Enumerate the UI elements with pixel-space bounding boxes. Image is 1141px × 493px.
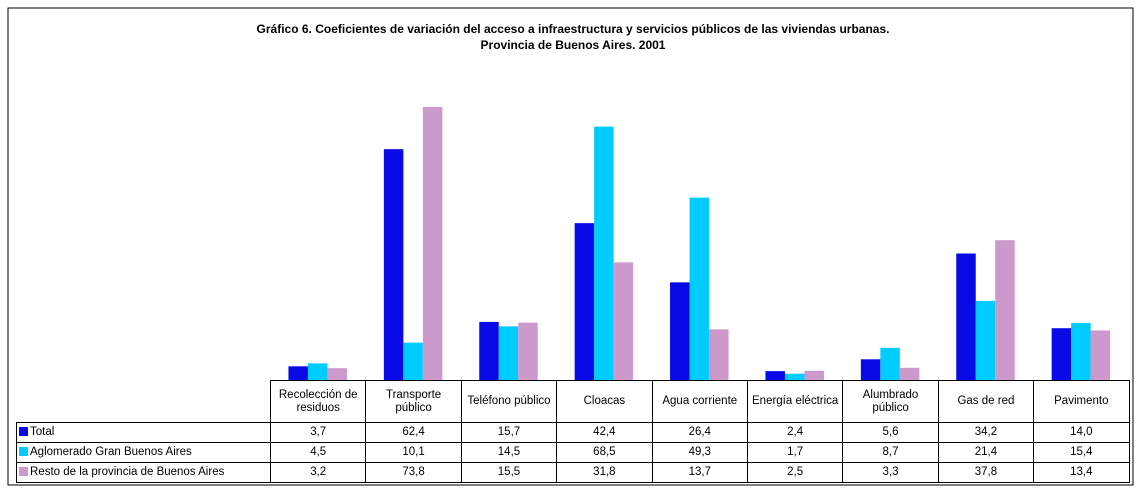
bar [860,359,881,380]
value-label: 13,7 [651,462,748,483]
category-label: Gas de red [937,380,1035,423]
bar [422,107,443,380]
bar [899,367,920,380]
value-label: 2,5 [746,462,844,483]
value-label: 37,8 [937,462,1035,483]
value-label: 3,3 [842,462,939,483]
bar [670,282,690,380]
bar [613,262,634,380]
value-label: 1,7 [746,442,844,463]
bar [383,149,404,380]
value-label: 34,2 [937,422,1035,443]
legend-label: Aglomerado Gran Buenos Aires [30,446,192,458]
legend-label: Resto de la provincia de Buenos Aires [30,466,225,478]
bar [975,300,996,380]
series-row: Resto de la provincia de Buenos Aires 3,2… [16,462,1130,483]
blank-cell [16,380,271,423]
legend-label: Total [30,426,55,438]
category-label: Transporte público [365,380,462,423]
bar [518,322,538,380]
value-label: 49,3 [651,442,748,463]
category-label: Energía eléctrica [746,380,844,423]
bar [804,370,824,380]
bar [995,240,1015,380]
value-label: 26,4 [651,422,748,443]
category-label: Recolección de residuos [269,380,367,423]
bar [479,321,499,380]
legend-swatch [19,467,28,476]
header-row: Recolección de residuos Transporte públic… [16,380,1130,423]
bar [327,368,347,380]
legend-swatch [19,447,28,456]
legend-cell: Total [16,422,271,443]
value-label: 31,8 [556,462,653,483]
bar [880,347,900,380]
bar [1071,323,1091,380]
value-label: 14,5 [460,442,558,463]
bar [498,326,519,380]
category-label: Teléfono público [460,380,558,423]
data-table: Recolección de residuos Transporte públic… [16,380,1130,483]
bar [1051,328,1072,380]
category-label: Agua corriente [651,380,748,423]
value-label: 3,7 [269,422,367,443]
bar [956,253,976,380]
bar [1090,330,1111,380]
bar [765,371,785,380]
value-label: 62,4 [365,422,462,443]
series-row: Aglomerado Gran Buenos Aires 4,5 10,1 14,5 6… [16,442,1130,463]
value-label: 10,1 [365,442,462,463]
value-label: 2,4 [746,422,844,443]
series-row: Total 3,7 62,4 15,7 42,4 26,4 2,4 5,6 34,2 14,0 [16,422,1130,443]
chart-subtitle: Provincia de Buenos Aires. 2001 [481,38,666,52]
value-label: 3,2 [269,462,367,483]
chart-title: Gráfico 6. Coeficientes de variación del… [257,22,890,36]
category-label: Cloacas [556,380,653,423]
value-label: 13,4 [1033,462,1130,483]
bar [574,223,595,380]
legend-cell: Aglomerado Gran Buenos Aires [16,442,271,463]
category-label: Pavimento [1033,380,1130,423]
value-label: 14,0 [1033,422,1130,443]
chart-frame [7,7,1134,486]
value-label: 4,5 [269,442,367,463]
bar [709,329,729,380]
value-label: 15,7 [460,422,558,443]
value-label: 68,5 [556,442,653,463]
value-label: 8,7 [842,442,939,463]
legend-swatch [19,427,28,436]
legend-cell: Resto de la provincia de Buenos Aires [16,462,271,483]
value-label: 15,5 [460,462,558,483]
bar [594,126,614,381]
value-label: 73,8 [365,462,462,483]
value-label: 21,4 [937,442,1035,463]
bar [403,342,423,380]
category-label: Alumbrado público [842,380,939,423]
value-label: 42,4 [556,422,653,443]
bar [689,197,710,380]
bar [288,366,308,380]
value-label: 15,4 [1033,442,1130,463]
value-label: 5,6 [842,422,939,443]
bar [307,363,328,380]
bar [784,373,805,380]
